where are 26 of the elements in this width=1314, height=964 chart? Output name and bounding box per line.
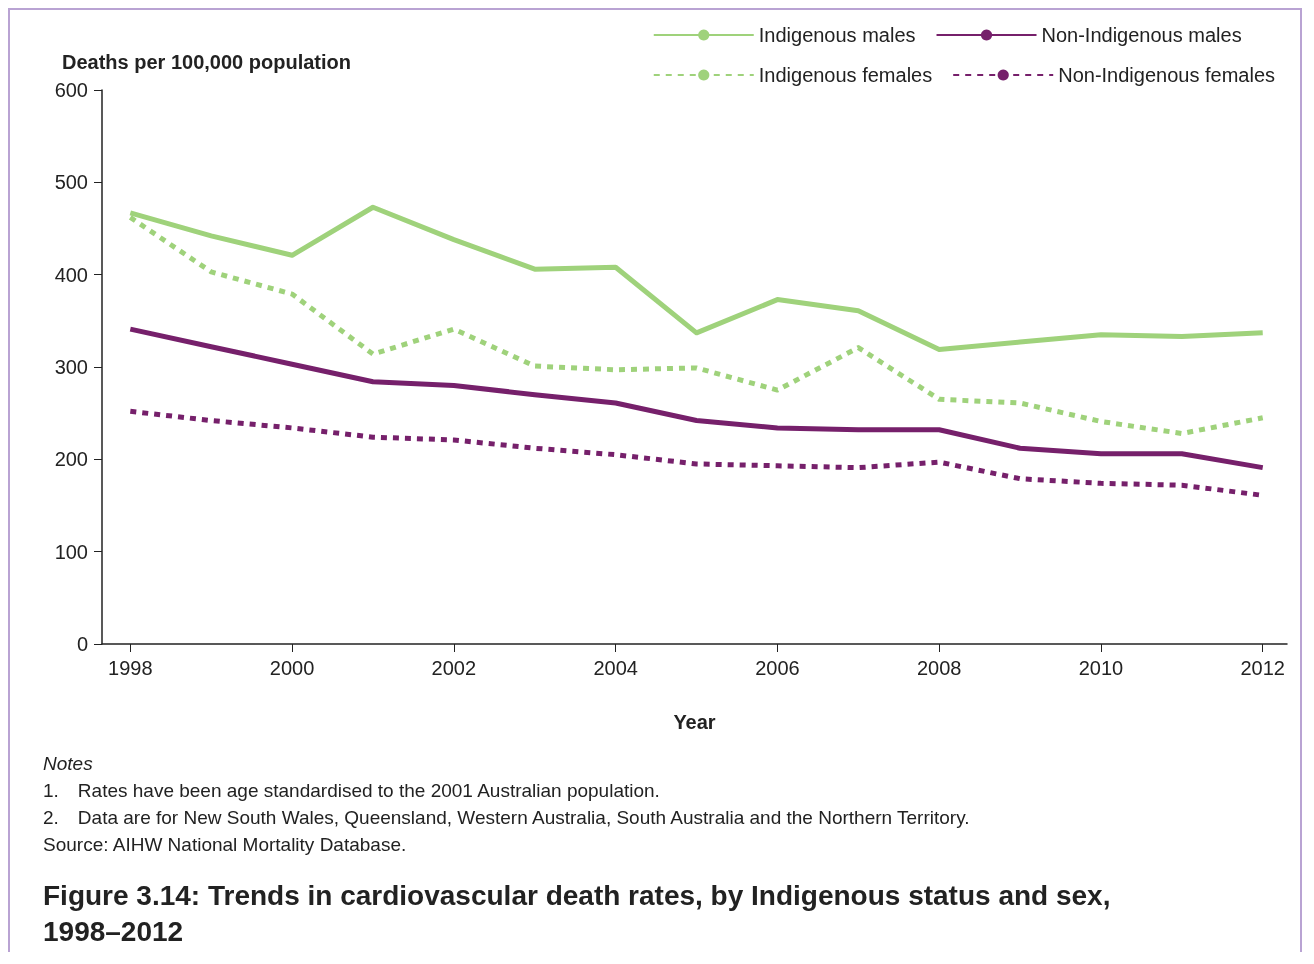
x-axis-title: Year (673, 711, 716, 733)
y-tick-label: 0 (76, 633, 88, 655)
source-note: Source: AIHW National Mortality Database. (43, 833, 408, 857)
x-tick-label: 2012 (1240, 657, 1285, 679)
y-tick-label: 200 (54, 448, 88, 471)
x-tick-label: 2008 (916, 657, 962, 679)
x-tick-label: 2004 (593, 657, 638, 679)
y-tick-label: 600 (54, 79, 88, 101)
text: 2. Data are for New South Wales, Queensland, Western Australia, South Australia and the Northern Territory. (43, 806, 971, 830)
y-tick-label: 400 (54, 263, 88, 286)
text: Figure 3.14: Trends in cardiovascular death rates, by Indigenous status and sex, 1998–2012 (42, 879, 1112, 949)
x-tick-label: 2010 (1078, 657, 1124, 679)
y-tick-label: 100 (54, 540, 88, 563)
x-tick-label: 2006 (755, 657, 800, 679)
legend-label: Indigenous males (758, 24, 916, 46)
x-tick-label: 1998 (108, 657, 153, 679)
legend-label: Non-Indigenous females (1058, 64, 1275, 86)
y-axis-title: Deaths per 100,000 population (62, 51, 351, 73)
y-tick-label: 300 (54, 356, 88, 378)
text: Notes (43, 752, 94, 776)
text: 1. Rates have been age standardised to the 2001 Australian population. (43, 779, 661, 803)
x-tick-label: 2002 (431, 657, 477, 679)
legend-label: Non-Indigenous males (1041, 24, 1242, 46)
y-tick-label: 500 (54, 171, 88, 194)
legend-label: Indigenous females (758, 64, 933, 86)
x-tick-label: 2000 (269, 657, 315, 679)
